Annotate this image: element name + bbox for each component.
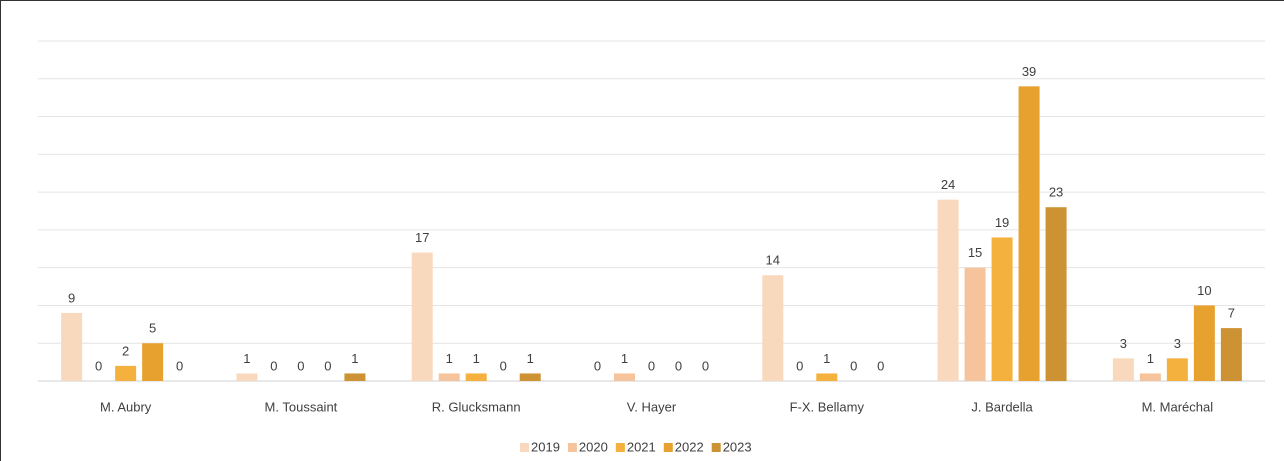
data-label: 24 bbox=[941, 177, 955, 192]
legend-label: 2020 bbox=[579, 439, 608, 454]
bar bbox=[1193, 305, 1215, 381]
data-label: 0 bbox=[270, 358, 277, 373]
legend-label: 2021 bbox=[627, 439, 656, 454]
bar bbox=[236, 373, 258, 381]
data-label: 1 bbox=[527, 351, 534, 366]
data-label: 0 bbox=[95, 358, 102, 373]
bar bbox=[1018, 86, 1040, 381]
x-tick-label: F-X. Bellamy bbox=[790, 399, 865, 414]
data-label: 1 bbox=[351, 351, 358, 366]
data-label: 0 bbox=[877, 358, 884, 373]
data-label: 2 bbox=[122, 343, 129, 358]
data-label: 17 bbox=[415, 230, 429, 245]
x-tick-label: M. Toussaint bbox=[265, 399, 338, 414]
bar bbox=[465, 373, 487, 381]
data-label: 0 bbox=[594, 358, 601, 373]
data-label: 7 bbox=[1228, 306, 1235, 321]
bar bbox=[1220, 328, 1242, 381]
x-tick-label: J. Bardella bbox=[971, 399, 1033, 414]
data-label: 9 bbox=[68, 290, 75, 305]
bar bbox=[991, 237, 1013, 381]
x-tick-label: M. Aubry bbox=[100, 399, 152, 414]
legend-label: 2019 bbox=[531, 439, 560, 454]
bar bbox=[816, 373, 838, 381]
bar bbox=[1112, 358, 1134, 381]
bar bbox=[1139, 373, 1161, 381]
data-label: 0 bbox=[500, 358, 507, 373]
x-tick-label: M. Maréchal bbox=[1142, 399, 1214, 414]
bar bbox=[1166, 358, 1188, 381]
data-label: 0 bbox=[648, 358, 655, 373]
legend-swatch bbox=[567, 443, 577, 452]
data-label: 0 bbox=[675, 358, 682, 373]
bar bbox=[1045, 207, 1067, 381]
data-label: 14 bbox=[766, 253, 780, 268]
x-tick-label: V. Hayer bbox=[627, 399, 677, 414]
legend-swatch bbox=[520, 443, 529, 452]
data-label: 1 bbox=[823, 351, 830, 366]
bar bbox=[411, 252, 433, 381]
legend-swatch bbox=[663, 443, 673, 452]
data-label: 1 bbox=[446, 351, 453, 366]
data-label: 39 bbox=[1022, 64, 1036, 79]
bar bbox=[614, 373, 635, 381]
data-label: 15 bbox=[968, 245, 982, 260]
data-label: 1 bbox=[621, 351, 628, 366]
bar bbox=[438, 373, 460, 381]
bar bbox=[115, 365, 137, 381]
data-label: 5 bbox=[149, 321, 156, 336]
data-label: 19 bbox=[995, 215, 1009, 230]
data-label: 0 bbox=[297, 358, 304, 373]
bar bbox=[519, 373, 541, 381]
data-label: 23 bbox=[1049, 185, 1063, 200]
data-label: 3 bbox=[1174, 336, 1181, 351]
data-label: 1 bbox=[1147, 351, 1154, 366]
bar bbox=[937, 199, 959, 381]
bar bbox=[344, 373, 366, 381]
data-label: 0 bbox=[702, 358, 709, 373]
data-label: 0 bbox=[176, 358, 183, 373]
data-label: 3 bbox=[1120, 336, 1127, 351]
bar bbox=[964, 267, 986, 381]
data-label: 0 bbox=[850, 358, 857, 373]
data-label: 0 bbox=[324, 358, 331, 373]
bar bbox=[61, 313, 83, 381]
bar bbox=[142, 343, 164, 381]
legend-swatch bbox=[711, 443, 721, 452]
bar bbox=[762, 275, 784, 381]
x-tick-label: R. Glucksmann bbox=[432, 399, 521, 414]
data-label: 10 bbox=[1197, 283, 1211, 298]
data-label: 0 bbox=[796, 358, 803, 373]
data-label: 1 bbox=[473, 351, 480, 366]
legend-label: 2023 bbox=[723, 439, 752, 454]
legend-swatch bbox=[615, 443, 625, 452]
data-label: 1 bbox=[243, 351, 250, 366]
legend-label: 2022 bbox=[675, 439, 704, 454]
